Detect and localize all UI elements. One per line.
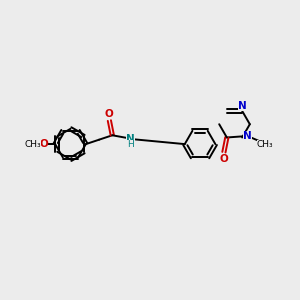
Text: O: O bbox=[220, 154, 228, 164]
Text: H: H bbox=[128, 140, 134, 149]
Text: O: O bbox=[40, 139, 48, 149]
Text: N: N bbox=[127, 134, 135, 144]
Text: CH₃: CH₃ bbox=[25, 140, 41, 148]
Text: O: O bbox=[105, 109, 114, 119]
Text: CH₃: CH₃ bbox=[257, 140, 273, 149]
Text: N: N bbox=[243, 131, 252, 141]
Text: N: N bbox=[238, 101, 247, 111]
